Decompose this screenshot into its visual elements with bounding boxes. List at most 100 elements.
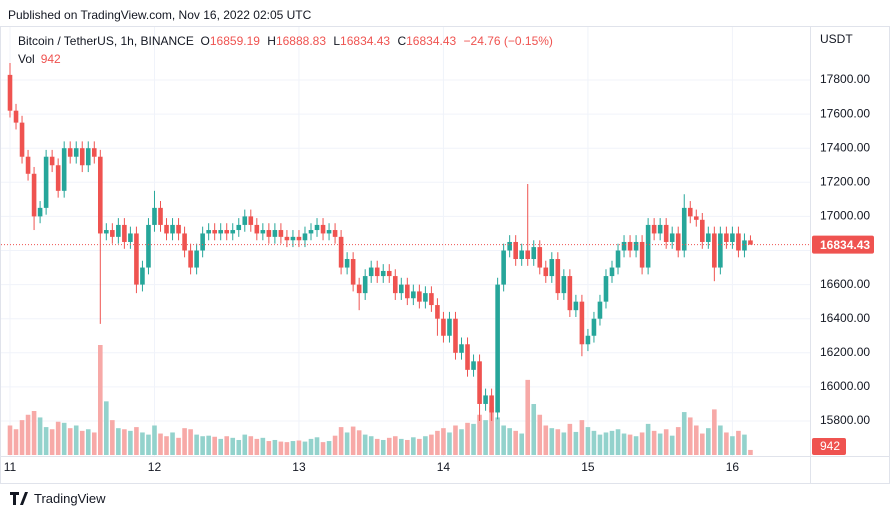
volume-bar — [91, 432, 97, 455]
candle-body — [320, 224, 326, 234]
candle-body — [681, 207, 687, 251]
candle-body — [350, 259, 356, 285]
volume-bar — [368, 436, 374, 455]
volume-bar — [693, 425, 699, 455]
candle-body — [272, 230, 278, 237]
candle-body — [453, 318, 458, 353]
y-tick-label: 17000.00 — [820, 209, 870, 223]
y-tick-label: 15800.00 — [820, 413, 870, 427]
volume-bar — [200, 436, 205, 455]
candle-body — [218, 230, 223, 234]
volume-bar — [639, 432, 645, 455]
candle-body — [555, 259, 561, 294]
volume-bar — [465, 422, 470, 455]
candle-body — [627, 241, 633, 251]
volume-bar — [501, 425, 506, 455]
published: Published on TradingView.com, Nov 16, 20… — [8, 8, 312, 22]
last-price-label: 16834.43 — [820, 238, 870, 252]
candle-body — [561, 276, 567, 294]
volume-bar — [146, 434, 151, 455]
header: Bitcoin / TetherUS, 1h, BINANCE O16859.1… — [18, 34, 557, 48]
candle-body — [687, 207, 693, 217]
volume-bar — [471, 423, 476, 455]
candle-body — [549, 259, 555, 277]
volume-box — [812, 438, 846, 455]
candle-body — [657, 224, 663, 234]
x-tick-label: 13 — [292, 460, 306, 474]
volume-bar — [730, 436, 735, 455]
volume-bar — [718, 425, 723, 455]
candle-body — [513, 241, 518, 260]
candle-body — [224, 230, 230, 234]
candle-body — [405, 284, 410, 299]
x-tick-label: 16 — [726, 460, 740, 474]
candle-body — [19, 122, 25, 157]
volume-bar — [669, 435, 675, 455]
volume-bar — [67, 428, 73, 455]
volume-bar — [140, 432, 145, 455]
candle-body — [374, 267, 380, 277]
volume-bar — [392, 436, 398, 455]
y-tick-label: 16400.00 — [820, 311, 870, 325]
candle-body — [128, 233, 133, 242]
volume-bar — [405, 439, 410, 455]
volume-bar — [290, 441, 296, 455]
volume-bar — [164, 436, 169, 455]
volume-bar — [25, 414, 31, 455]
volume-bar — [332, 435, 338, 455]
candle-body — [25, 156, 31, 174]
volume-bar — [386, 437, 392, 455]
volume-bar — [19, 420, 25, 455]
volume-bar — [272, 439, 278, 455]
volume-bar — [597, 434, 603, 455]
candle-body — [254, 224, 260, 234]
brand: TradingView — [34, 491, 106, 506]
currency: USDT — [820, 32, 853, 46]
candle-body — [140, 267, 145, 285]
candle-body — [471, 361, 476, 370]
candle-body — [489, 395, 494, 413]
volume-bar — [513, 430, 518, 455]
candle-body — [380, 270, 386, 277]
volume-bar — [380, 439, 386, 455]
candle-body — [633, 241, 639, 251]
c-label: C — [397, 34, 407, 48]
x-tick-label: 15 — [581, 460, 595, 474]
volume-bar — [356, 430, 362, 455]
volume-bar — [128, 430, 133, 455]
volume-bar — [49, 429, 55, 455]
volume-bar — [645, 423, 651, 455]
candle-body — [501, 250, 506, 285]
candle-body — [712, 233, 717, 268]
candle-body — [700, 219, 705, 242]
candle-body — [266, 230, 272, 237]
volume-bar — [104, 401, 109, 455]
vol-value: 942 — [40, 52, 61, 66]
volume-bar — [308, 438, 314, 455]
candle-body — [597, 301, 603, 319]
volume-bar — [435, 430, 440, 455]
volume-bar — [236, 439, 242, 455]
volume-bar — [224, 436, 230, 455]
volume-bar — [748, 449, 753, 455]
volume-bar — [116, 428, 121, 455]
volume-bar — [663, 429, 669, 455]
volume-bar — [543, 425, 549, 455]
candle-body — [567, 276, 573, 311]
candle-body — [31, 173, 37, 217]
volume-bar — [122, 429, 127, 455]
volume-bar — [344, 432, 350, 455]
candle-body — [146, 224, 151, 268]
volume-bar — [507, 428, 512, 455]
volume-bar — [320, 442, 326, 455]
volume-bar — [585, 427, 591, 455]
candle-body — [483, 395, 488, 404]
candle-body — [748, 240, 753, 245]
candle-body — [362, 276, 368, 294]
volume-last-label: 942 — [820, 439, 840, 453]
candle-body — [134, 233, 139, 285]
candle-body — [477, 361, 482, 404]
x-tick-label: 11 — [4, 460, 17, 474]
volume-bar — [531, 404, 537, 455]
